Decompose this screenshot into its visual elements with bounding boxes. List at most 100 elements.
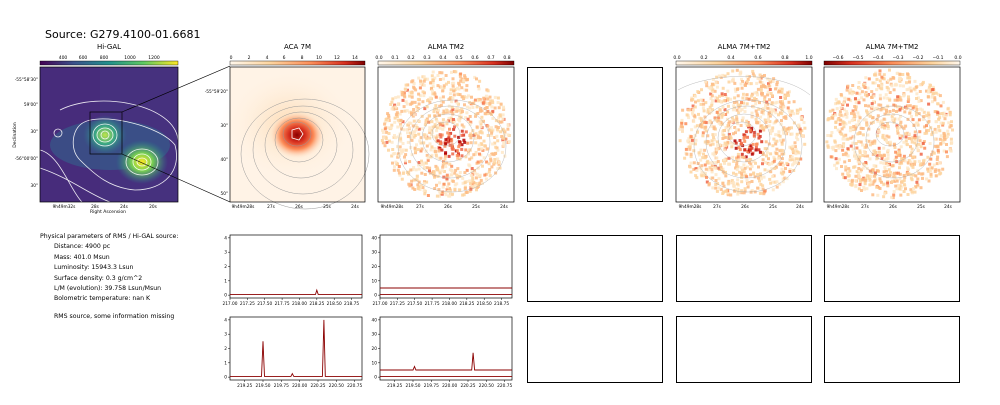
param-distance: Distance: 4900 pc — [54, 243, 111, 251]
spectrum-ytick: 20 — [372, 346, 378, 352]
params-heading: Physical parameters of RMS / Hi-GAL sour… — [40, 233, 179, 240]
spectrum-xtick: 220.50 — [329, 383, 344, 389]
params-note: RMS source, some information missing — [54, 313, 175, 320]
spectrum-xtick: 220.50 — [479, 383, 494, 389]
spectrum-xtick: 217.00 — [222, 301, 237, 307]
param-mass: Mass: 401.0 Msun — [54, 253, 110, 261]
spectrum-frame — [229, 316, 363, 381]
combo1-xtick: 27s — [713, 204, 721, 210]
spectrum-xtick: 217.25 — [390, 301, 405, 307]
tm2-title: ALMA TM2 — [427, 43, 465, 51]
spectrum-ytick: 2 — [224, 346, 227, 352]
param-surface-density: Surface density: 0.3 g/cm^2 — [54, 274, 143, 282]
higal-panel: 400 600 800 1000 1200 -55°58'30" 59'00" … — [12, 55, 230, 215]
combo1-cbar-tick: 0.6 — [754, 55, 761, 61]
empty-spectrum-panel — [676, 235, 812, 302]
higal-xlabel: Right Ascension — [90, 209, 126, 215]
aca-cbar-tick: 10 — [316, 55, 322, 61]
spectrum-xtick: 219.75 — [424, 383, 439, 389]
spectrum-xtick: 218.50 — [477, 301, 492, 307]
spectrum-ytick: 40 — [372, 235, 378, 241]
aca-spectrum-lower: 0 1 2 3 4 219.25 219.50 219.75 220.00 220.25 220.5… — [224, 316, 363, 389]
empty-spectrum-panel — [676, 316, 812, 383]
higal-ytick: -56°00'00" — [15, 156, 38, 162]
empty-spectrum-panel — [824, 235, 960, 302]
combo1-xtick: 24s — [796, 204, 804, 210]
higal-xtick: 28s — [91, 204, 99, 210]
aca-cbar-tick: 0 — [230, 55, 233, 61]
spectrum-ytick: 1 — [224, 360, 227, 366]
tm2-spectrum-lower: 0 10 20 30 40 219.25 219.50 219.75 220.00 220.25 2… — [372, 316, 512, 389]
param-lm: L/M (evolution): 39.758 Lsun/Msun — [54, 285, 162, 293]
aca-ytick: 30" — [221, 123, 228, 129]
higal-xtick: 20s — [149, 204, 157, 210]
spectrum-ytick: 0 — [224, 293, 227, 299]
spectrum-xtick: 217.50 — [407, 301, 422, 307]
combo1-xtick: 25s — [769, 204, 777, 210]
empty-map-panel — [527, 67, 663, 202]
param-tbol: Bolometric temperature: nan K — [54, 295, 151, 303]
tm2-cbar-tick: 0.4 — [439, 55, 446, 61]
aca-xtick: 26s — [295, 204, 303, 210]
params-block: Physical parameters of RMS / Hi-GAL sour… — [40, 232, 178, 305]
aca-panel: 0 2 4 6 8 10 12 14 -55°59'20" 30" 40" 50… — [205, 55, 370, 210]
spectrum-xtick: 219.75 — [274, 383, 289, 389]
empty-spectrum-panel — [527, 235, 663, 302]
combo2-cbar-tick: −0.5 — [853, 55, 864, 61]
empty-spectrum-panel — [824, 316, 960, 383]
spectrum-xtick: 219.25 — [387, 383, 402, 389]
combo2-cbar-tick: −0.1 — [933, 55, 944, 61]
spectrum-ytick: 4 — [224, 235, 227, 241]
higal-xtick: 9h49m32s — [53, 204, 77, 210]
aca-xtick: 25s — [323, 204, 331, 210]
combo2-xtick: 27s — [861, 204, 869, 210]
spectrum-xtick: 219.50 — [255, 383, 270, 389]
higal-cbar-tick: 1000 — [124, 55, 136, 61]
higal-title: Hi-GAL — [96, 43, 122, 51]
aca-title: ACA 7M — [283, 43, 312, 51]
spectrum-line — [230, 288, 362, 295]
aca-ytick: -55°59'20" — [205, 89, 228, 95]
combo1-xtick: 26s — [741, 204, 749, 210]
combo2-cbar-tick: −0.6 — [833, 55, 844, 61]
spectrum-ytick: 40 — [372, 317, 378, 323]
combo2-xtick: 24s — [944, 204, 952, 210]
aca-cbar-tick: 12 — [334, 55, 340, 61]
tm2-cbar-tick: 0.1 — [391, 55, 398, 61]
aca-xtick: 24s — [351, 204, 359, 210]
spectrum-xtick: 220.75 — [347, 383, 362, 389]
spectrum-xtick: 218.50 — [327, 301, 342, 307]
combo1-cbar-tick: 0.0 — [673, 55, 680, 61]
spectrum-xtick: 219.50 — [405, 383, 420, 389]
combo2-xtick: 26s — [889, 204, 897, 210]
tm2-cbar-tick: 0.2 — [407, 55, 414, 61]
spectrum-xtick: 217.75 — [425, 301, 440, 307]
spectrum-xtick: 220.00 — [292, 383, 307, 389]
tm2-xtick: 9h49m28s — [381, 204, 405, 210]
combo1-title: ALMA 7M+TM2 — [717, 43, 771, 51]
spectrum-ytick: 3 — [224, 332, 227, 338]
spectrum-xtick: 217.00 — [372, 301, 387, 307]
combo2-xtick: 25s — [917, 204, 925, 210]
higal-xtick: 24s — [120, 204, 128, 210]
spectrum-ytick: 10 — [372, 360, 378, 366]
higal-ytick: 30" — [31, 183, 38, 189]
aca-cbar-tick: 2 — [248, 55, 251, 61]
spectrum-xtick: 220.00 — [442, 383, 457, 389]
combo2-cbar-tick: 0.0 — [954, 55, 961, 61]
higal-cbar-tick: 1200 — [148, 55, 160, 61]
tm2-xtick: 27s — [416, 204, 424, 210]
spectrum-xtick: 219.25 — [237, 383, 252, 389]
aca-ytick: 50" — [221, 191, 228, 197]
higal-ytick: 30" — [31, 129, 38, 135]
combo1-cbar-tick: 0.8 — [781, 55, 788, 61]
aca-cbar-tick: 14 — [352, 55, 358, 61]
higal-cbar-tick: 600 — [79, 55, 88, 61]
tm2-cbar-tick: 0.7 — [487, 55, 494, 61]
combo2-title: ALMA 7M+TM2 — [865, 43, 919, 51]
spectrum-ytick: 0 — [224, 375, 227, 381]
spectrum-ytick: 4 — [224, 317, 227, 323]
spectrum-line — [230, 319, 362, 377]
aca-cbar-tick: 8 — [301, 55, 304, 61]
